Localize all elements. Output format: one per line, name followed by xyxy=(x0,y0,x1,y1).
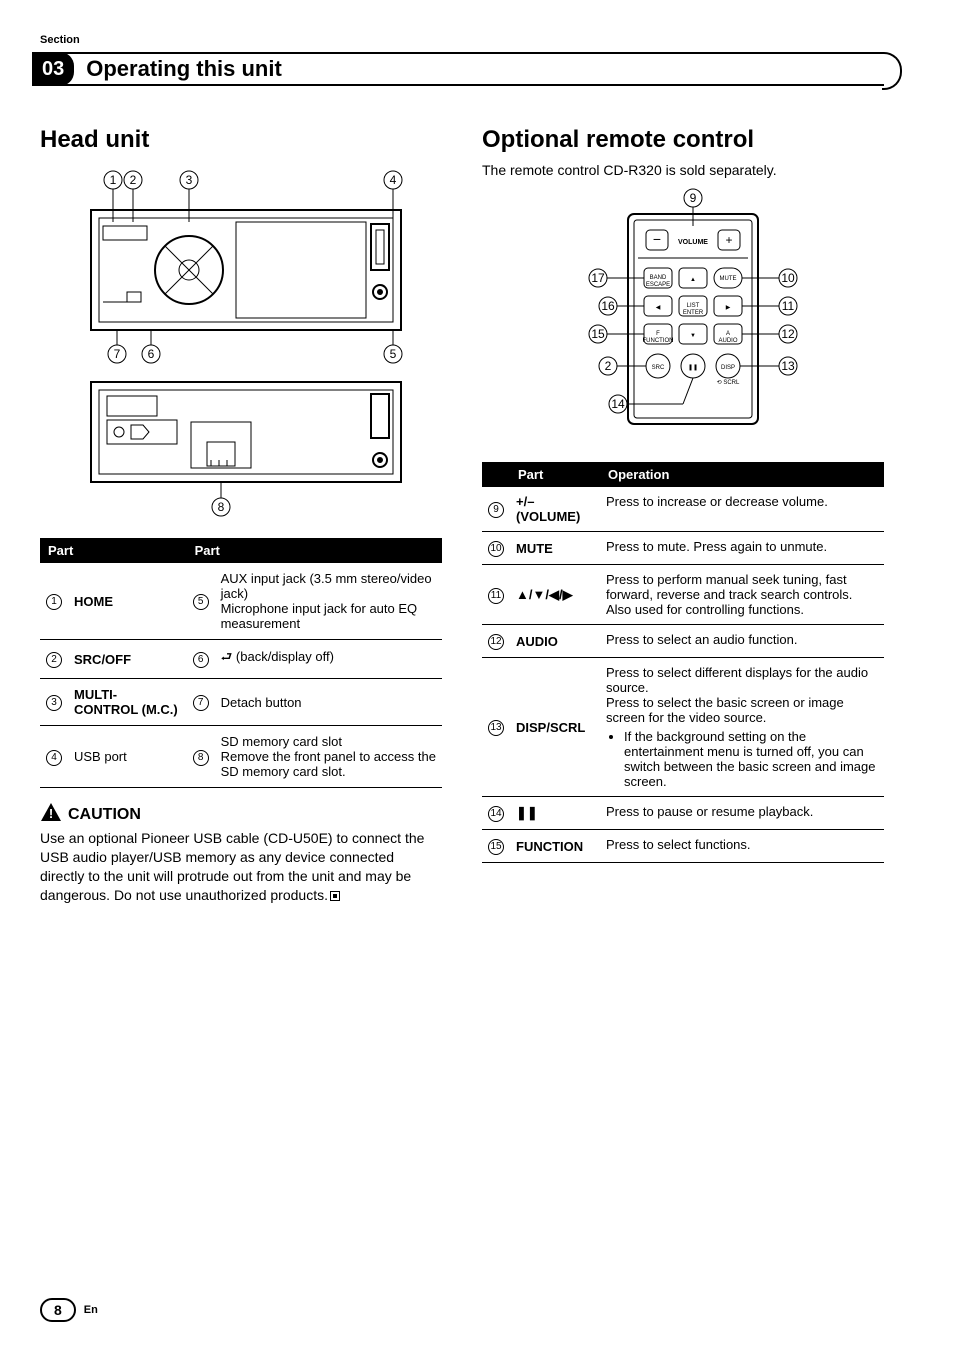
chapter-number: 03 xyxy=(32,52,74,86)
svg-text:13: 13 xyxy=(781,359,795,373)
svg-text:▲: ▲ xyxy=(690,277,696,283)
th-part-b: Part xyxy=(187,538,442,563)
remote-ops-table: Part Operation 9 +/– (VOLUME) Press to i… xyxy=(482,462,884,863)
head-unit-parts-table: Part Part 1 HOME 5 AUX input jack (3.5 m… xyxy=(40,538,442,788)
op-lead: Press to select different displays for t… xyxy=(606,665,878,725)
th-operation: Operation xyxy=(600,462,884,487)
page-footer: 8 En xyxy=(40,1298,98,1322)
svg-text:A: A xyxy=(726,331,730,337)
table-row: 2 SRC/OFF 6 ⮐ (back/display off) xyxy=(40,640,442,679)
svg-text:11: 11 xyxy=(782,299,795,313)
svg-text:5: 5 xyxy=(390,347,397,361)
svg-text:15: 15 xyxy=(591,327,605,341)
svg-text:!: ! xyxy=(49,806,53,821)
chapter-bar: 03 Operating this unit xyxy=(40,52,884,86)
chapter-title: Operating this unit xyxy=(86,56,282,82)
svg-text:8: 8 xyxy=(218,500,225,514)
svg-text:6: 6 xyxy=(148,347,155,361)
table-row: 3 MULTI-CONTROL (M.C.) 7 Detach button xyxy=(40,679,442,726)
th-part: Part xyxy=(510,462,600,487)
svg-text:VOLUME: VOLUME xyxy=(678,239,708,246)
svg-text:2: 2 xyxy=(605,359,612,373)
table-row: 1 HOME 5 AUX input jack (3.5 mm stereo/v… xyxy=(40,563,442,640)
table-row: 13 DISP/SCRL Press to select different d… xyxy=(482,658,884,797)
svg-text:⟲ SCRL: ⟲ SCRL xyxy=(717,380,740,386)
svg-text:▶: ▶ xyxy=(726,305,731,311)
svg-text:❚❚: ❚❚ xyxy=(688,364,698,371)
th-part-a: Part xyxy=(40,538,187,563)
svg-text:10: 10 xyxy=(781,271,795,285)
caution-text: Use an optional Pioneer USB cable (CD-U5… xyxy=(40,829,442,905)
section-label: Section xyxy=(40,34,80,46)
svg-text:3: 3 xyxy=(186,173,193,187)
lang-label: En xyxy=(84,1304,98,1316)
remote-intro: The remote control CD-R320 is sold separ… xyxy=(482,162,884,178)
svg-text:9: 9 xyxy=(690,191,697,205)
warning-icon: ! xyxy=(40,802,62,827)
table-row: 14 ❚❚ Press to pause or resume playback. xyxy=(482,797,884,830)
svg-text:7: 7 xyxy=(114,347,121,361)
table-row: 12 AUDIO Press to select an audio functi… xyxy=(482,625,884,658)
svg-text:14: 14 xyxy=(611,397,625,411)
svg-text:16: 16 xyxy=(601,299,615,313)
caution-label: CAUTION xyxy=(68,806,141,824)
head-unit-diagram: 1 2 3 4 xyxy=(40,162,442,522)
table-row: 4 USB port 8 SD memory card slot Remove … xyxy=(40,726,442,788)
end-marker-icon xyxy=(330,891,340,901)
svg-text:LIST: LIST xyxy=(687,303,700,309)
svg-text:4: 4 xyxy=(390,173,397,187)
head-unit-heading: Head unit xyxy=(40,126,442,154)
op-bullet: If the background setting on the enterta… xyxy=(624,729,878,789)
svg-text:ESCAPE: ESCAPE xyxy=(646,282,670,288)
svg-text:F: F xyxy=(656,331,660,337)
svg-text:AUDIO: AUDIO xyxy=(718,338,737,344)
svg-text:12: 12 xyxy=(781,327,795,341)
svg-text:17: 17 xyxy=(591,271,605,285)
remote-heading: Optional remote control xyxy=(482,126,884,154)
page-number: 8 xyxy=(40,1298,76,1322)
svg-text:▼: ▼ xyxy=(690,333,696,339)
svg-text:BAND: BAND xyxy=(650,275,667,281)
svg-text:+: + xyxy=(725,233,732,247)
svg-text:−: − xyxy=(653,231,661,247)
svg-text:DISP: DISP xyxy=(721,365,735,371)
remote-diagram: − VOLUME + xyxy=(482,186,884,446)
table-row: 9 +/– (VOLUME) Press to increase or decr… xyxy=(482,487,884,532)
svg-text:◀: ◀ xyxy=(656,305,661,311)
svg-text:MUTE: MUTE xyxy=(720,276,737,282)
table-row: 15 FUNCTION Press to select functions. xyxy=(482,830,884,863)
svg-text:SRC: SRC xyxy=(652,365,665,371)
table-row: 10 MUTE Press to mute. Press again to un… xyxy=(482,532,884,565)
table-row: 11 ▲/▼/◀/▶ Press to perform manual seek … xyxy=(482,565,884,625)
svg-text:1: 1 xyxy=(110,173,117,187)
svg-text:ENTER: ENTER xyxy=(683,310,704,316)
svg-text:2: 2 xyxy=(130,173,137,187)
svg-text:FUNCTION: FUNCTION xyxy=(643,338,674,344)
